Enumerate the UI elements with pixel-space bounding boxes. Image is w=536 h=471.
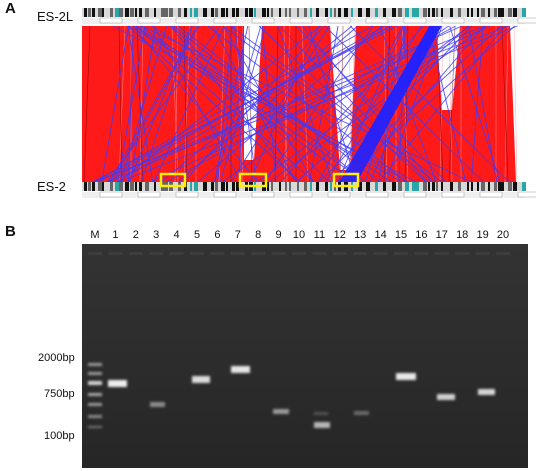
genome-alignment-figure (82, 8, 536, 198)
lane-label-8: 8 (255, 229, 262, 241)
lane-label-6: 6 (214, 229, 221, 241)
top-genome-label: ES-2L (37, 9, 74, 24)
bottom-genome-label: ES-2 (37, 179, 66, 194)
top-genome-track (82, 8, 536, 24)
lane-label-5: 5 (193, 229, 201, 241)
band-lane-9 (273, 409, 289, 414)
band-lane-13 (354, 411, 369, 415)
lane-label-12: 12 (333, 229, 346, 241)
band-lane-15 (396, 373, 416, 380)
size-marker-750bp: 750bp (44, 388, 75, 400)
highlight-box-1 (159, 172, 187, 188)
band-lane-1 (108, 380, 127, 387)
lane-label-18: 18 (456, 229, 469, 241)
lane-label-9: 9 (275, 229, 282, 241)
lane-label-14: 14 (374, 229, 387, 241)
panel-b-letter: B (5, 223, 16, 240)
band-lane-3 (150, 402, 165, 407)
gel-background (82, 244, 528, 468)
lane-label-2: 2 (132, 229, 139, 241)
lane-label-M: M (90, 229, 100, 241)
band-lane-11 (314, 422, 330, 428)
lane-label-4: 4 (173, 229, 180, 241)
lane-label-15: 15 (394, 229, 408, 241)
synteny-alignment-area (82, 25, 526, 183)
lane-label-3: 3 (153, 229, 160, 241)
band-lane-17 (437, 394, 455, 400)
marker-ladder (88, 363, 102, 428)
band-lane-19 (478, 389, 495, 395)
band-lane-11b (314, 412, 328, 415)
lane-label-10: 10 (292, 229, 306, 241)
size-marker-2000bp: 2000bp (38, 352, 75, 364)
lane-label-19: 19 (476, 229, 489, 241)
panel-a-letter: A (5, 0, 16, 17)
lane-label-1: 1 (112, 229, 119, 241)
highlight-box-2 (238, 172, 268, 188)
lane-label-20: 20 (496, 229, 510, 241)
size-marker-100bp: 100bp (44, 430, 75, 442)
lane-label-16: 16 (415, 229, 428, 241)
band-lane-7 (231, 366, 250, 373)
band-lane-5 (192, 376, 210, 383)
lane-label-11: 11 (313, 229, 326, 241)
lane-label-7: 7 (234, 229, 241, 241)
lane-label-17: 17 (435, 229, 448, 241)
lane-label-13: 13 (354, 229, 367, 241)
highlight-box-3 (332, 172, 360, 188)
